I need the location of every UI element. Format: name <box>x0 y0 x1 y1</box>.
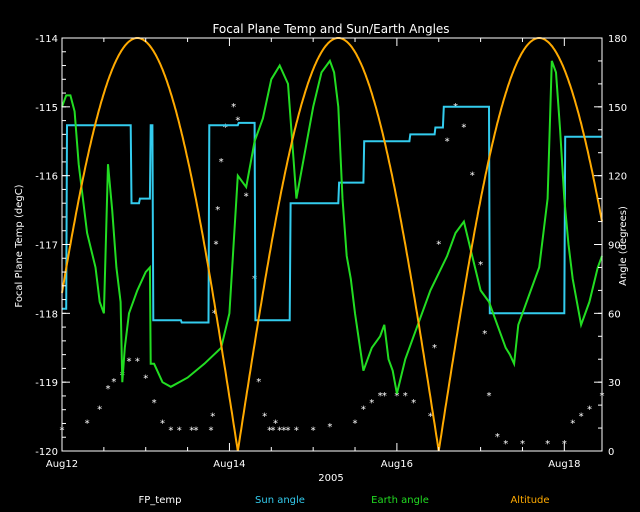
fp-temp-point: * <box>231 102 236 113</box>
fp-temp-point: * <box>267 425 272 436</box>
fp-temp-point: * <box>486 391 491 402</box>
y-right-tick-label: 180 <box>608 34 627 45</box>
fp-temp-point: * <box>143 374 148 385</box>
y-left-tick-label: -114 <box>35 34 58 45</box>
y-left-tick-label: -118 <box>35 309 58 320</box>
fp-temp-point: * <box>378 391 383 402</box>
y-right-tick-label: 150 <box>608 103 627 114</box>
fp-temp-point: * <box>168 425 173 436</box>
fp-temp-point: * <box>353 418 358 429</box>
fp-temp-point: * <box>126 357 131 368</box>
fp-temp-point: * <box>177 425 182 436</box>
fp-temp-point: * <box>212 308 217 319</box>
fp-temp-point: * <box>369 398 374 409</box>
fp-temp-point: * <box>152 398 157 409</box>
y-axis-left-label: Focal Plane Temp (degC) <box>14 184 25 307</box>
y-left-tick-label: -120 <box>35 447 58 458</box>
fp-temp-point: * <box>193 425 198 436</box>
fp-temp-point: * <box>570 418 575 429</box>
y-right-tick-label: 90 <box>608 241 621 252</box>
fp-temp-point: * <box>478 260 483 271</box>
fp-temp-point: * <box>210 412 215 423</box>
fp-temp-point: * <box>214 240 219 251</box>
fp-temp-point: * <box>219 157 224 168</box>
fp-temp-point: * <box>244 191 249 202</box>
fp-temp-point: * <box>223 122 228 133</box>
fp-temp-point: * <box>361 405 366 416</box>
fp-temp-point: * <box>189 425 194 436</box>
fp-temp-point: * <box>382 391 387 402</box>
fp-temp-point: * <box>215 205 220 216</box>
fp-temp-point: * <box>270 425 275 436</box>
fp-temp-point: * <box>503 439 508 450</box>
fp-temp-point: * <box>428 412 433 423</box>
fp-temp-point: * <box>470 171 475 182</box>
y-right-tick-label: 0 <box>608 447 614 458</box>
x-tick-label: Aug16 <box>381 459 413 470</box>
fp-temp-point: * <box>545 439 550 450</box>
legend-fp-temp: FP_temp <box>139 495 182 506</box>
fp-temp-point: * <box>286 425 291 436</box>
fp-temp-point: * <box>579 412 584 423</box>
x-tick-label: Aug12 <box>46 459 78 470</box>
fp-temp-point: * <box>461 122 466 133</box>
fp-temp-point: * <box>256 377 261 388</box>
fp-temp-point: * <box>311 425 316 436</box>
fp-temp-point: * <box>403 391 408 402</box>
y-right-tick-label: 120 <box>608 172 627 183</box>
fp-temp-point: * <box>85 418 90 429</box>
legend-earth-angle: Earth angle <box>371 495 429 506</box>
x-axis-label: 2005 <box>318 473 343 484</box>
chart-title: Focal Plane Temp and Sun/Earth Angles <box>212 22 449 36</box>
series-altitude-line <box>61 37 603 452</box>
fp-temp-point: * <box>277 425 282 436</box>
fp-temp-point: * <box>327 422 332 433</box>
fp-temp-point: * <box>411 398 416 409</box>
fp-temp-point: * <box>520 439 525 450</box>
fp-temp-point: * <box>482 329 487 340</box>
fp-temp-point: * <box>106 384 111 395</box>
fp-temp-point: * <box>432 343 437 354</box>
y-right-tick-label: 60 <box>608 309 621 320</box>
x-tick-label: Aug14 <box>213 459 245 470</box>
legend-sun-angle: Sun angle <box>255 495 305 506</box>
fp-temp-point: * <box>281 425 286 436</box>
y-left-tick-label: -116 <box>35 172 58 183</box>
axes: Aug12 Aug14 Aug16 Aug18 -114 -115 -116 -117 -118… <box>35 34 627 470</box>
fp-temp-point: * <box>262 412 267 423</box>
y-axis-right-label: Angle (degrees) <box>618 206 629 286</box>
fp-temp-point: * <box>235 116 240 127</box>
fp-temp-point: * <box>111 377 116 388</box>
fp-temp-point: * <box>495 432 500 443</box>
series-sun-angle-line <box>62 105 602 324</box>
fp-temp-point: * <box>394 391 399 402</box>
fp-temp-point: * <box>97 405 102 416</box>
legend-altitude: Altitude <box>510 495 549 506</box>
fp-temp-point: * <box>209 425 214 436</box>
y-left-tick-label: -119 <box>35 378 58 389</box>
fp-temp-point: * <box>160 418 165 429</box>
fp-temp-point: * <box>445 136 450 147</box>
fp-temp-point: * <box>436 240 441 251</box>
fp-temp-point: * <box>135 357 140 368</box>
fp-temp-point: * <box>294 425 299 436</box>
fp-temp-point: * <box>273 418 278 429</box>
y-right-tick-label: 30 <box>608 378 621 389</box>
y-left-tick-label: -117 <box>35 241 58 252</box>
x-tick-label: Aug18 <box>548 459 580 470</box>
series-earth-angle-line <box>61 58 603 394</box>
fp-temp-point: * <box>587 405 592 416</box>
legend: FP_temp Sun angle Earth angle Altitude <box>139 495 550 506</box>
y-left-tick-label: -115 <box>35 103 58 114</box>
